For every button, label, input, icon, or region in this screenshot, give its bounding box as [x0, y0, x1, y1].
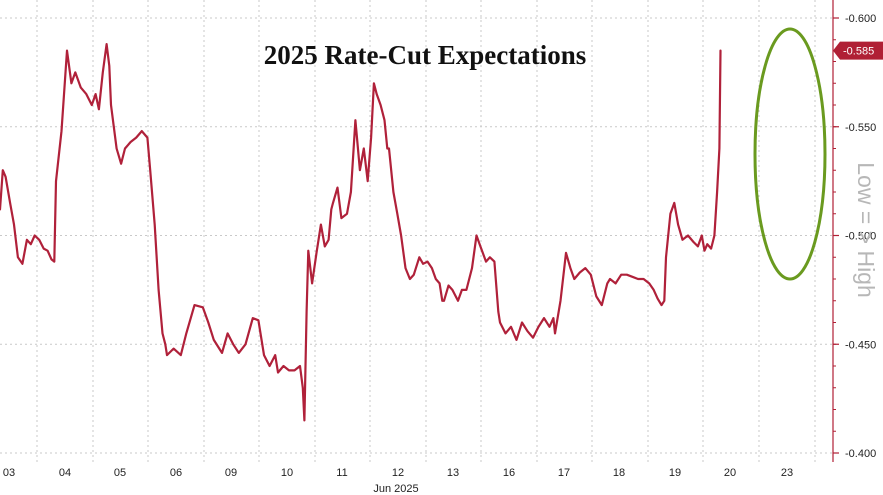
last-value-label: -0.585	[843, 46, 874, 58]
x-tick-label: 03	[3, 467, 15, 479]
x-tick-label: 18	[613, 467, 625, 479]
x-tick-label: 12	[392, 467, 404, 479]
y-tick-label: -0.400	[845, 448, 876, 460]
y-tick-label: -0.600	[845, 13, 876, 25]
x-axis: 03 04 05 06 09 10 11 12 13 16 17 18 19 20 23	[3, 467, 793, 479]
last-value-tag: -0.585	[833, 41, 883, 60]
x-tick-label: 04	[59, 467, 71, 479]
chart-title: 2025 Rate-Cut Expectations	[264, 40, 586, 70]
series-line	[0, 43, 722, 422]
y-axis: -0.600 -0.550 -0.500 -0.450 -0.400	[832, 0, 876, 462]
x-tick-label: 19	[669, 467, 681, 479]
x-axis-month-label: Jun 2025	[373, 483, 418, 495]
x-tick-label: 05	[114, 467, 126, 479]
series-layer	[0, 43, 722, 422]
x-tick-label: 13	[447, 467, 459, 479]
x-tick-label: 20	[724, 467, 736, 479]
x-tick-label: 23	[781, 467, 793, 479]
y-tick-label: -0.500	[845, 231, 876, 243]
y-tick-label: -0.450	[845, 339, 876, 351]
x-tick-label: 11	[336, 467, 347, 479]
grid-lines	[0, 0, 833, 462]
highlight-ellipse	[753, 27, 827, 281]
x-tick-label: 09	[225, 467, 237, 479]
x-tick-label: 17	[558, 467, 570, 479]
y-tick-label: -0.550	[845, 122, 876, 134]
x-tick-label: 06	[170, 467, 182, 479]
x-tick-label: 16	[503, 467, 515, 479]
x-tick-label: 10	[281, 467, 293, 479]
side-annotation: Low = > High	[853, 162, 879, 298]
last-value-tag-shape	[833, 41, 883, 60]
